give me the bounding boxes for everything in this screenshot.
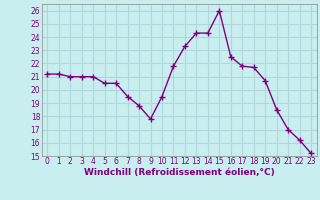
X-axis label: Windchill (Refroidissement éolien,°C): Windchill (Refroidissement éolien,°C)	[84, 168, 275, 177]
